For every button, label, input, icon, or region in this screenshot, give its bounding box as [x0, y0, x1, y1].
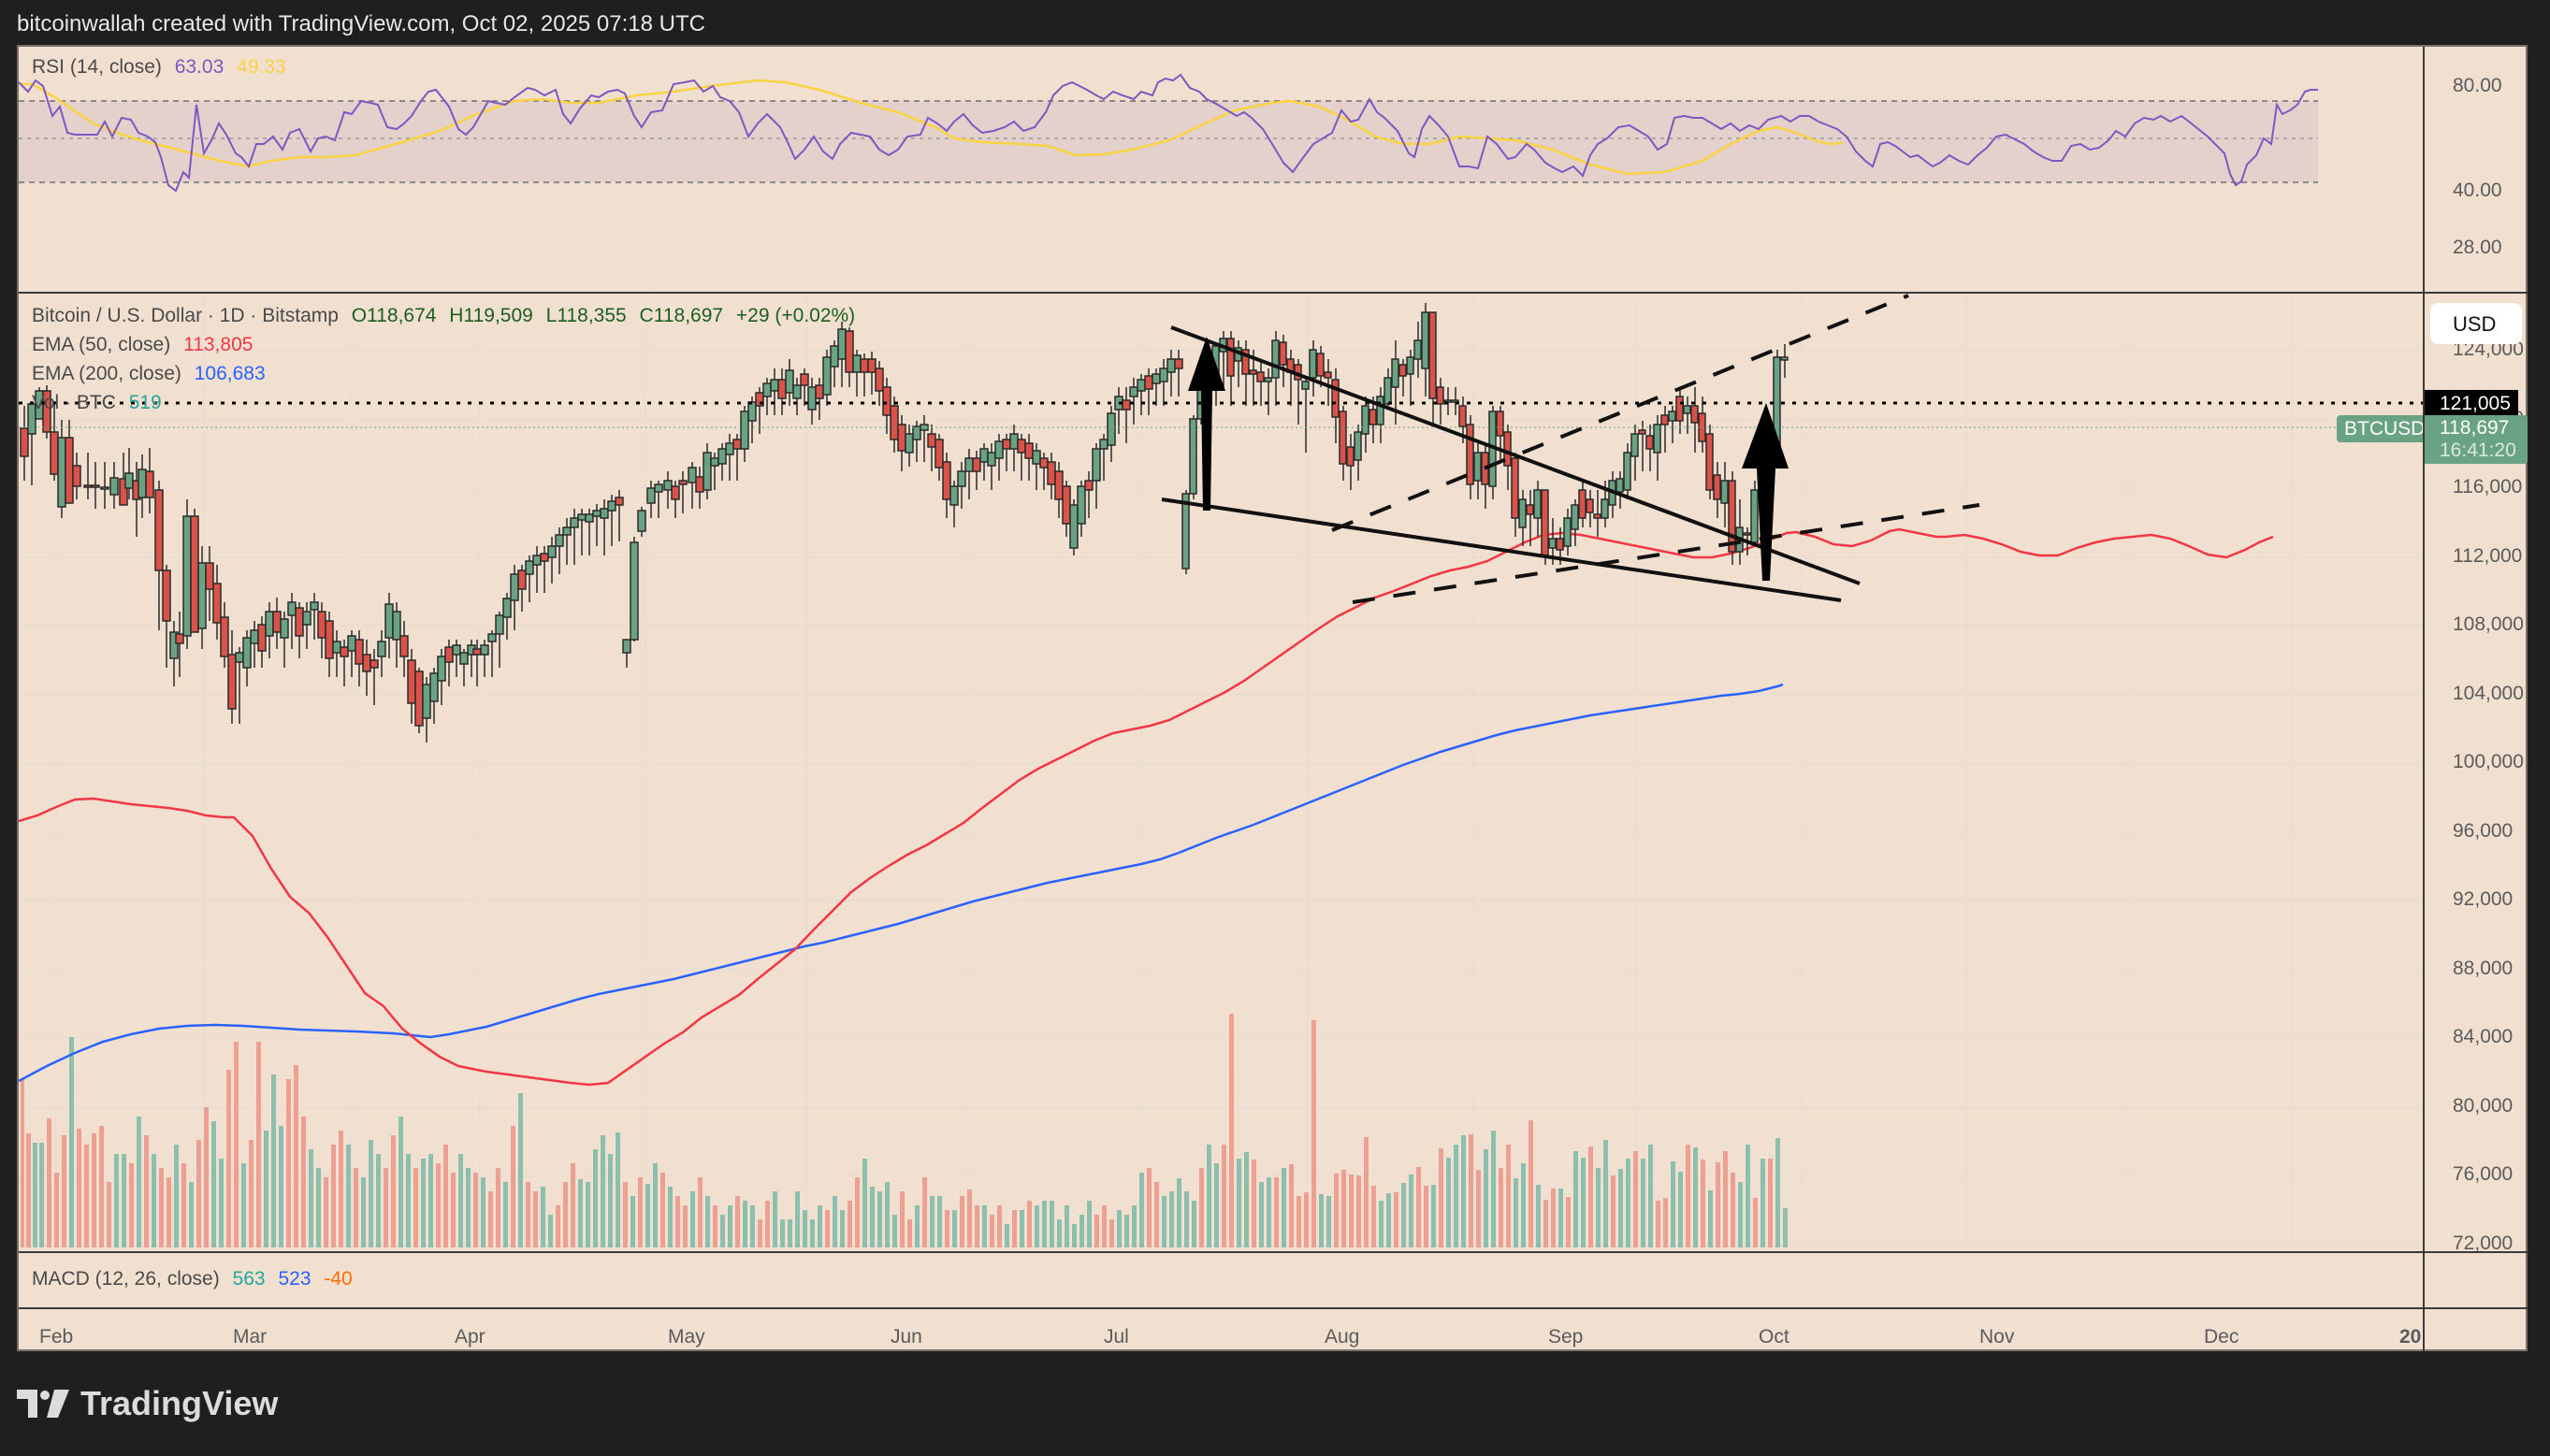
symbol-description: Bitcoin / U.S. Dollar · 1D · Bitstamp: [32, 305, 339, 326]
price-grid: [19, 294, 2423, 1251]
price-macd-divider[interactable]: [19, 1251, 2528, 1253]
rsi-ma-value: 49.33: [237, 56, 286, 78]
macd-time-divider: [19, 1307, 2528, 1309]
price-tick: 72,000: [2453, 1233, 2514, 1254]
time-label-jul: Jul: [1104, 1326, 1129, 1348]
bar-countdown: 16:41:20: [2440, 440, 2516, 461]
rsi-plot: [18, 73, 2318, 193]
time-label-jun: Jun: [891, 1326, 922, 1348]
price-axis-divider: [2423, 294, 2425, 1251]
price-tick: 88,000: [2453, 958, 2514, 979]
price-tick: 112,000: [2453, 545, 2523, 567]
ema200-value: 106,683: [194, 363, 266, 384]
ohlc-high: H119,509: [449, 305, 533, 326]
time-label-may: May: [668, 1326, 705, 1348]
ohlc-low: L118,355: [545, 305, 627, 326]
price-pane[interactable]: Bitcoin / U.S. Dollar · 1D · Bitstamp O1…: [18, 294, 2425, 1251]
ema200-legend[interactable]: EMA (200, close) 106,683: [32, 363, 273, 385]
rsi-line: [18, 73, 2318, 193]
last-price-label: 118,697 16:41:20: [2425, 415, 2528, 464]
rsi-price-axis[interactable]: 80.00 40.00 28.00: [2425, 47, 2528, 292]
horizontal-line-price-label: 121,005: [2425, 390, 2518, 416]
currency-selector-button[interactable]: USD: [2430, 303, 2522, 344]
price-tick: 116,000: [2453, 476, 2523, 497]
time-label-dec: Dec: [2204, 1326, 2239, 1348]
price-tick: 80,000: [2453, 1095, 2514, 1117]
price-tick: 92,000: [2453, 888, 2514, 910]
price-tick: 84,000: [2453, 1026, 2514, 1047]
rsi-value: 63.03: [174, 56, 225, 78]
breakout-target-arrow-oct[interactable]: [1742, 403, 1789, 581]
price-tick: 100,000: [2453, 751, 2524, 772]
ema200-label: EMA (200, close): [32, 363, 181, 384]
rsi-label: RSI (14, close): [32, 56, 162, 78]
rsi-axis-divider: [2423, 47, 2425, 292]
rsi-pane[interactable]: RSI (14, close) 63.03 49.33: [18, 47, 2423, 292]
price-tick: 108,000: [2453, 613, 2524, 635]
price-tick: 104,000: [2453, 683, 2524, 704]
ema50-legend[interactable]: EMA (50, close) 113,805: [32, 334, 260, 356]
time-label-apr: Apr: [455, 1326, 485, 1348]
rsi-legend[interactable]: RSI (14, close) 63.03 49.33: [32, 56, 294, 79]
rsi-tick-28: 28.00: [2453, 237, 2502, 258]
rsi-tick-80: 80.00: [2453, 75, 2502, 96]
time-axis[interactable]: Feb Mar Apr May Jun Jul Aug Sep Oct Nov …: [19, 1309, 2423, 1351]
volume-value: 519: [128, 392, 162, 413]
time-label-feb: Feb: [39, 1326, 74, 1348]
dashed-channel-upper[interactable]: [1331, 294, 1909, 532]
macd-legend[interactable]: MACD (12, 26, close) 563 523 -40: [32, 1268, 360, 1290]
time-label-nov: Nov: [1979, 1326, 2015, 1348]
ohlc-open: O118,674: [351, 305, 437, 326]
time-label-oct: Oct: [1759, 1326, 1789, 1348]
price-axis[interactable]: 124,000 120,000 116,000 112,000 108,000 …: [2425, 294, 2528, 1254]
last-price-value: 118,697: [2440, 417, 2510, 439]
macd-label: MACD (12, 26, close): [32, 1268, 220, 1290]
ohlc-change: +29 (+0.02%): [735, 305, 856, 326]
dashed-channel-lower[interactable]: [1352, 503, 1980, 604]
macd-axis-divider: [2423, 1253, 2425, 1307]
candlesticks-recent: [1181, 303, 1789, 574]
macd-signal-value: 523: [278, 1268, 312, 1290]
rsi-main-divider[interactable]: [19, 292, 2528, 294]
tradingview-logo[interactable]: TradingView: [17, 1384, 278, 1423]
candlesticks: [20, 322, 1183, 742]
ema50-label: EMA (50, close): [32, 334, 171, 355]
symbol-price-tag: BTCUSD: [2337, 415, 2425, 442]
macd-value: 563: [232, 1268, 266, 1290]
ohlc-close: C118,697: [639, 305, 724, 326]
macd-histogram-value: -40: [324, 1268, 353, 1290]
volume-bars: [21, 1014, 1788, 1247]
ema200-line: [18, 683, 1784, 1083]
tradingview-brand-text: TradingView: [80, 1384, 279, 1422]
time-label-sep: Sep: [1548, 1326, 1584, 1348]
wedge-upper-line[interactable]: [1170, 325, 1861, 585]
time-label-mar: Mar: [233, 1326, 268, 1348]
symbol-legend[interactable]: Bitcoin / U.S. Dollar · 1D · Bitstamp O1…: [32, 305, 862, 327]
rsi-tick-40: 40.00: [2453, 180, 2502, 201]
volume-label: Vol · BTC: [32, 392, 116, 413]
rsi-ma-line: [19, 79, 1844, 176]
time-axis-divider: [2423, 1309, 2425, 1351]
time-label-year: 20: [2399, 1326, 2422, 1348]
price-tick: 96,000: [2453, 820, 2514, 842]
chart-frame: RSI (14, close) 63.03 49.33 80.00 40.00 …: [17, 45, 2528, 1351]
ema50-value: 113,805: [183, 334, 254, 355]
volume-legend[interactable]: Vol · BTC 519: [32, 392, 169, 414]
macd-pane[interactable]: MACD (12, 26, close) 563 523 -40: [19, 1253, 2423, 1307]
price-tick: 76,000: [2453, 1163, 2514, 1185]
time-label-aug: Aug: [1325, 1326, 1360, 1348]
measured-move-arrow-july[interactable]: [1188, 337, 1225, 511]
wedge-lower-line[interactable]: [1161, 497, 1842, 602]
tradingview-logo-icon: [17, 1390, 69, 1418]
ema50-line: [18, 527, 2274, 1087]
price-plot: [18, 294, 2423, 1251]
chart-snapshot-title: bitcoinwallah created with TradingView.c…: [17, 11, 705, 36]
